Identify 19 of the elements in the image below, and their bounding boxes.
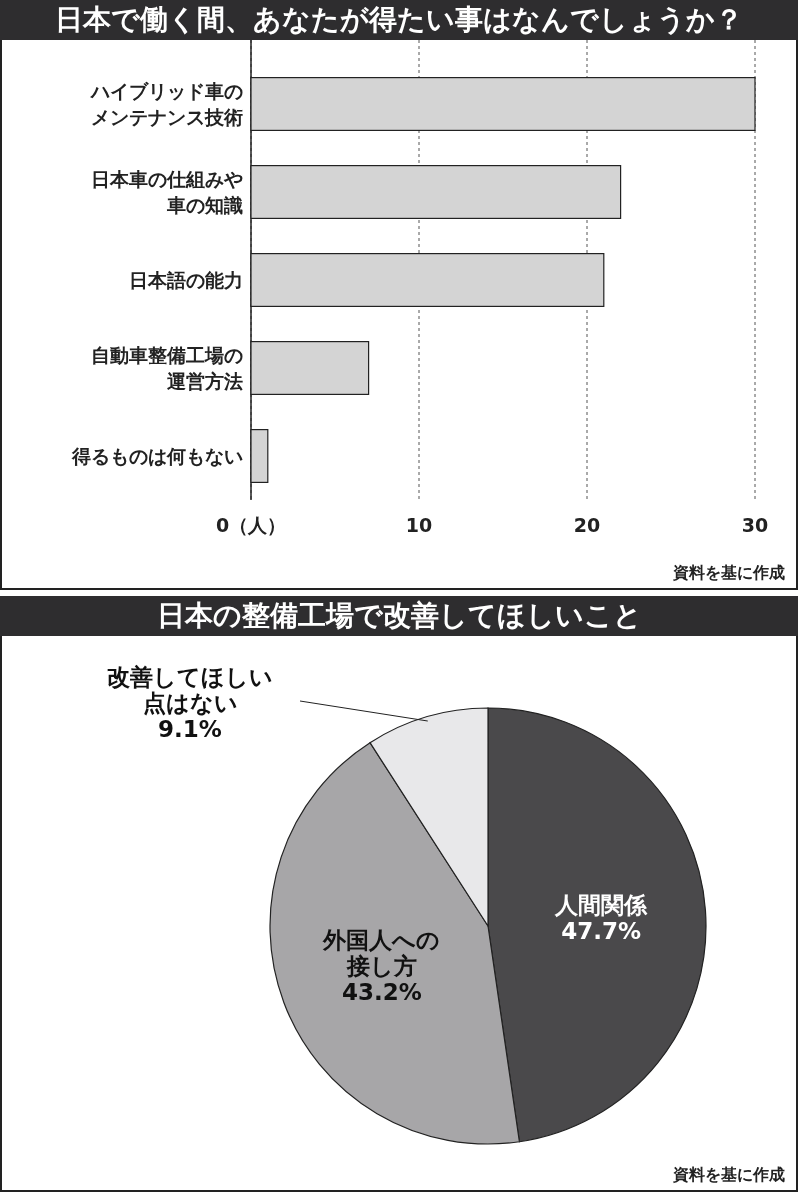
x-tick-label: 10 xyxy=(405,514,433,536)
data-label: 9.1% xyxy=(158,716,222,742)
slice-label: 外国人への接し方 xyxy=(322,926,441,979)
y-tick-label: 得るものは何もない xyxy=(71,445,243,467)
x-tick-label: 30 xyxy=(741,514,769,536)
slice-label: 人間関係 xyxy=(554,891,649,918)
text: 資料を基に作成 xyxy=(672,1165,785,1184)
data-label: 47.7% xyxy=(561,917,641,944)
y-tick-label: ハイブリッド車のメンテナンス技術 xyxy=(89,80,243,128)
chart-title: 日本で働く間、あなたが得たい事はなんでしょうか？ xyxy=(55,3,743,36)
x-tick-label: 20 xyxy=(573,514,601,536)
y-tick-label: 日本車の仕組みや車の知識 xyxy=(91,168,243,216)
data-label: 43.2% xyxy=(341,978,422,1005)
y-tick-label: 自動車整備工場の運営方法 xyxy=(91,344,243,392)
x-tick-label: 0（人） xyxy=(215,514,287,536)
slice-label: 改善してほしい点はない xyxy=(107,664,273,716)
chart-title: 日本の整備工場で改善してほしいこと xyxy=(156,599,642,632)
text: 資料を基に作成 xyxy=(672,563,785,582)
y-tick-label: 日本語の能力 xyxy=(129,269,243,291)
